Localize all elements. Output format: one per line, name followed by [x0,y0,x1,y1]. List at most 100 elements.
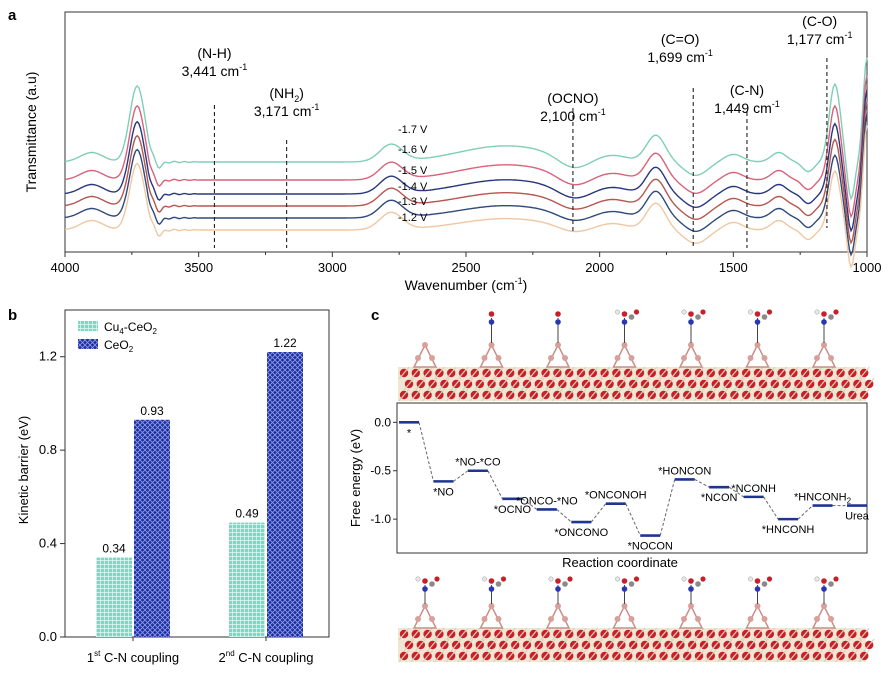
bond [698,638,710,652]
bond [450,638,462,652]
bond [438,638,450,652]
bond [764,649,776,663]
spectrum-line [64,57,868,201]
bond [445,366,457,380]
energy-connectors [418,422,847,536]
state-label: *OCNO [494,504,532,516]
bond [658,649,670,663]
bond [799,366,811,380]
bond [592,377,604,391]
y-axis-ticks-b: 0.0 0.4 0.8 1.2 [39,349,65,644]
x-axis-label-c: Reaction coordinate [562,555,678,570]
bond [858,388,870,402]
cu-atom [488,342,495,348]
cu-atom [821,603,827,609]
y-axis-label-b: Kinetic barrier (eV) [16,416,31,524]
cu-atom [548,616,554,622]
bond [410,366,422,380]
bond [540,366,552,380]
bond [717,627,729,641]
cu-atom [754,603,761,609]
cu-atom [761,616,768,622]
structure-slab-bottom [398,576,875,663]
panel-label-c: c [371,307,379,324]
bond [528,627,540,641]
bond [681,649,693,663]
spectra-series-group [64,57,868,269]
energy-connector [522,498,538,510]
bond [776,388,788,402]
bond [410,649,422,663]
bond [669,366,681,380]
bond [811,649,823,663]
bond [587,366,599,380]
bond [545,638,557,652]
y-tick-label-b: 1.2 [39,349,57,364]
bond [811,366,823,380]
bond [504,388,516,402]
bond [504,366,516,380]
peak-group-label: (NH2) [269,85,304,104]
bond [634,388,646,402]
energy-connector [797,505,813,520]
bond [481,649,493,663]
bond [438,377,450,391]
structure-slab-top [398,309,875,402]
carbon-atom [429,581,435,587]
bond [610,388,622,402]
x-axis-ticks-a: 4000 3500 3000 2500 2000 1500 1000 [51,252,881,275]
bond [469,366,481,380]
bond [858,366,870,380]
bond [740,627,752,641]
energy-connector [625,503,641,536]
oxygen-atom [488,578,495,584]
bond [462,377,474,391]
bond [740,366,752,380]
bar-value-label: 0.49 [235,507,259,521]
voltage-labels: -1.7 V -1.6 V -1.5 V -1.4 V -1.3 V -1.2 V [398,124,428,224]
cu-atom [481,355,488,361]
bond [846,366,858,380]
bond [799,627,811,641]
energy-connector [728,486,744,498]
bond [587,388,599,402]
bond [658,627,670,641]
bond [681,627,693,641]
bond [658,366,670,380]
bond [551,627,563,641]
bond [710,638,722,652]
bond [828,377,840,391]
cu-atom [621,342,628,348]
nitrogen-atom [621,586,628,592]
bond [686,377,698,391]
cu-atom [555,342,561,348]
bond [415,638,427,652]
hydrogen-atom [748,576,753,582]
bond [398,388,410,402]
state-label: *NCON [701,492,738,504]
nitrogen-atom [754,586,761,592]
bond [811,627,823,641]
y-tick-label-c: -0.5 [370,464,391,478]
bond [823,388,835,402]
bond [776,649,788,663]
bond [410,627,422,641]
nitrogen-atom [488,586,495,592]
oxygen-atom [621,311,628,317]
state-label: *HNCONH2 [794,492,852,506]
bond [698,377,710,391]
bond [792,638,804,652]
energy-connector [763,496,779,520]
panel-label-b: b [8,307,17,324]
hydrogen-atom [748,309,753,315]
oxygen-atom [821,311,827,317]
kinetic-barrier-bar-chart: 0.0 0.4 0.8 1.2 0.34 0.49 0.93 1.22 1st C-N co… [16,309,330,665]
cu-atom [695,355,701,361]
bond [846,627,858,641]
cu-atom [562,355,568,361]
voltage-label: -1.3 V [398,196,428,208]
bond [769,638,781,652]
bond [599,366,611,380]
state-label: * [407,427,412,439]
peak-group-label: (C-O) [802,13,837,29]
